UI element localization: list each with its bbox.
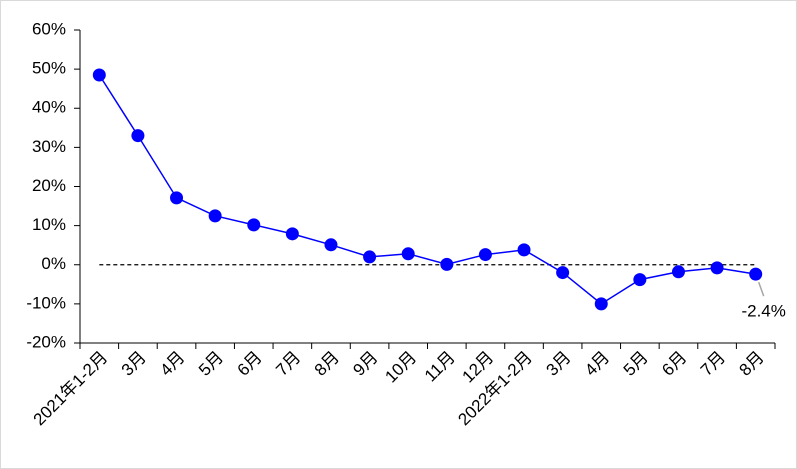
data-point	[556, 266, 570, 280]
y-tick-label: 40%	[32, 98, 66, 117]
data-point	[285, 227, 299, 241]
data-point	[440, 257, 454, 271]
data-point	[633, 273, 647, 287]
y-tick-label: 0%	[41, 254, 66, 273]
data-point	[247, 218, 261, 232]
data-point	[208, 209, 222, 223]
y-tick-label: 60%	[32, 19, 66, 38]
data-point	[671, 265, 685, 279]
data-point	[170, 191, 184, 205]
y-tick-label: 10%	[32, 215, 66, 234]
y-tick-label: -10%	[26, 293, 66, 312]
data-point	[478, 248, 492, 262]
data-point	[131, 129, 145, 143]
y-tick-label: 50%	[32, 59, 66, 78]
data-point	[710, 261, 724, 275]
data-point	[401, 247, 415, 261]
data-point	[517, 243, 531, 257]
y-tick-label: -20%	[26, 332, 66, 351]
y-tick-label: 30%	[32, 137, 66, 156]
data-point	[749, 267, 763, 281]
data-point	[324, 238, 338, 252]
data-point	[363, 250, 377, 264]
data-label: -2.4%	[741, 302, 785, 321]
y-tick-label: 20%	[32, 176, 66, 195]
label-leader	[757, 281, 765, 297]
series-line	[98, 74, 756, 305]
data-point	[594, 297, 608, 311]
data-point	[92, 68, 106, 82]
